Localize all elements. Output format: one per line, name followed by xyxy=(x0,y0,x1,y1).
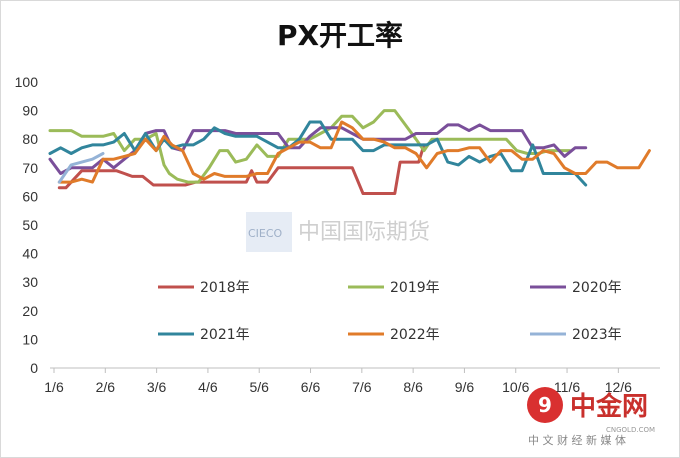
legend-label: 2018年 xyxy=(200,280,250,296)
cieco-logo-block xyxy=(246,212,292,252)
y-tick-label: 100 xyxy=(15,74,39,90)
x-tick-label: 7/6 xyxy=(352,379,372,395)
y-tick-label: 70 xyxy=(22,160,38,176)
y-tick-label: 80 xyxy=(22,131,38,147)
y-tick-label: 40 xyxy=(22,246,38,262)
cngold-logo-icon xyxy=(527,387,563,423)
series-line-1 xyxy=(57,143,426,195)
legend-label: 2019年 xyxy=(390,280,440,296)
x-tick-label: 5/6 xyxy=(249,379,269,395)
legend: 2018年 2019年 2020年 2021年 2022年 2023年 xyxy=(158,280,622,343)
legend-label: 2021年 xyxy=(200,327,250,343)
cngold-tagline: 中 文 财 经 新 媒 体 xyxy=(528,433,626,447)
x-tick-label: 3/6 xyxy=(147,379,167,395)
chart-title: PX开工率 xyxy=(276,19,404,52)
x-tick-label: 4/6 xyxy=(198,379,218,395)
cngold-domain: CNGOLD.COM xyxy=(606,426,655,434)
x-tick-label: 8/6 xyxy=(403,379,423,395)
y-tick-label: 20 xyxy=(22,303,38,319)
x-tick-label: 2/6 xyxy=(96,379,116,395)
series-line-2 xyxy=(48,109,572,184)
series-line-5 xyxy=(57,120,651,184)
y-tick-label: 0 xyxy=(30,360,38,376)
x-tick-label: 9/6 xyxy=(455,379,475,395)
legend-label: 2020年 xyxy=(572,280,622,296)
x-tick-label: 10/6 xyxy=(502,379,529,395)
y-tick-label: 10 xyxy=(22,331,38,347)
series-line-6 xyxy=(57,152,105,184)
cieco-logo-text: CIECO xyxy=(248,227,283,240)
axes: 0 10 20 30 40 50 60 70 80 90 100 1/6 2/6 3/6 4/6 5/6 6/6… xyxy=(15,74,660,395)
x-tick-label: 1/6 xyxy=(44,379,64,395)
series-layer xyxy=(48,109,651,195)
legend-label: 2023年 xyxy=(572,327,622,343)
legend-label: 2022年 xyxy=(390,327,440,343)
cngold-watermark: 9 中金网 CNGOLD.COM 中 文 财 经 新 媒 体 xyxy=(527,387,655,447)
y-tick-label: 30 xyxy=(22,274,38,290)
x-tick-label: 12/6 xyxy=(605,379,632,395)
cngold-logo-glyph: 9 xyxy=(538,393,552,417)
y-tick-label: 60 xyxy=(22,188,38,204)
y-tick-label: 90 xyxy=(22,103,38,119)
y-tick-label: 50 xyxy=(22,217,38,233)
cngold-brand: 中金网 xyxy=(570,391,648,422)
watermark-company-name: 中国国际期货 xyxy=(298,220,430,245)
x-tick-label: 11/6 xyxy=(554,379,580,395)
cieco-watermark: CIECO 中国国际期货 xyxy=(246,212,430,252)
x-tick-label: 6/6 xyxy=(301,379,321,395)
